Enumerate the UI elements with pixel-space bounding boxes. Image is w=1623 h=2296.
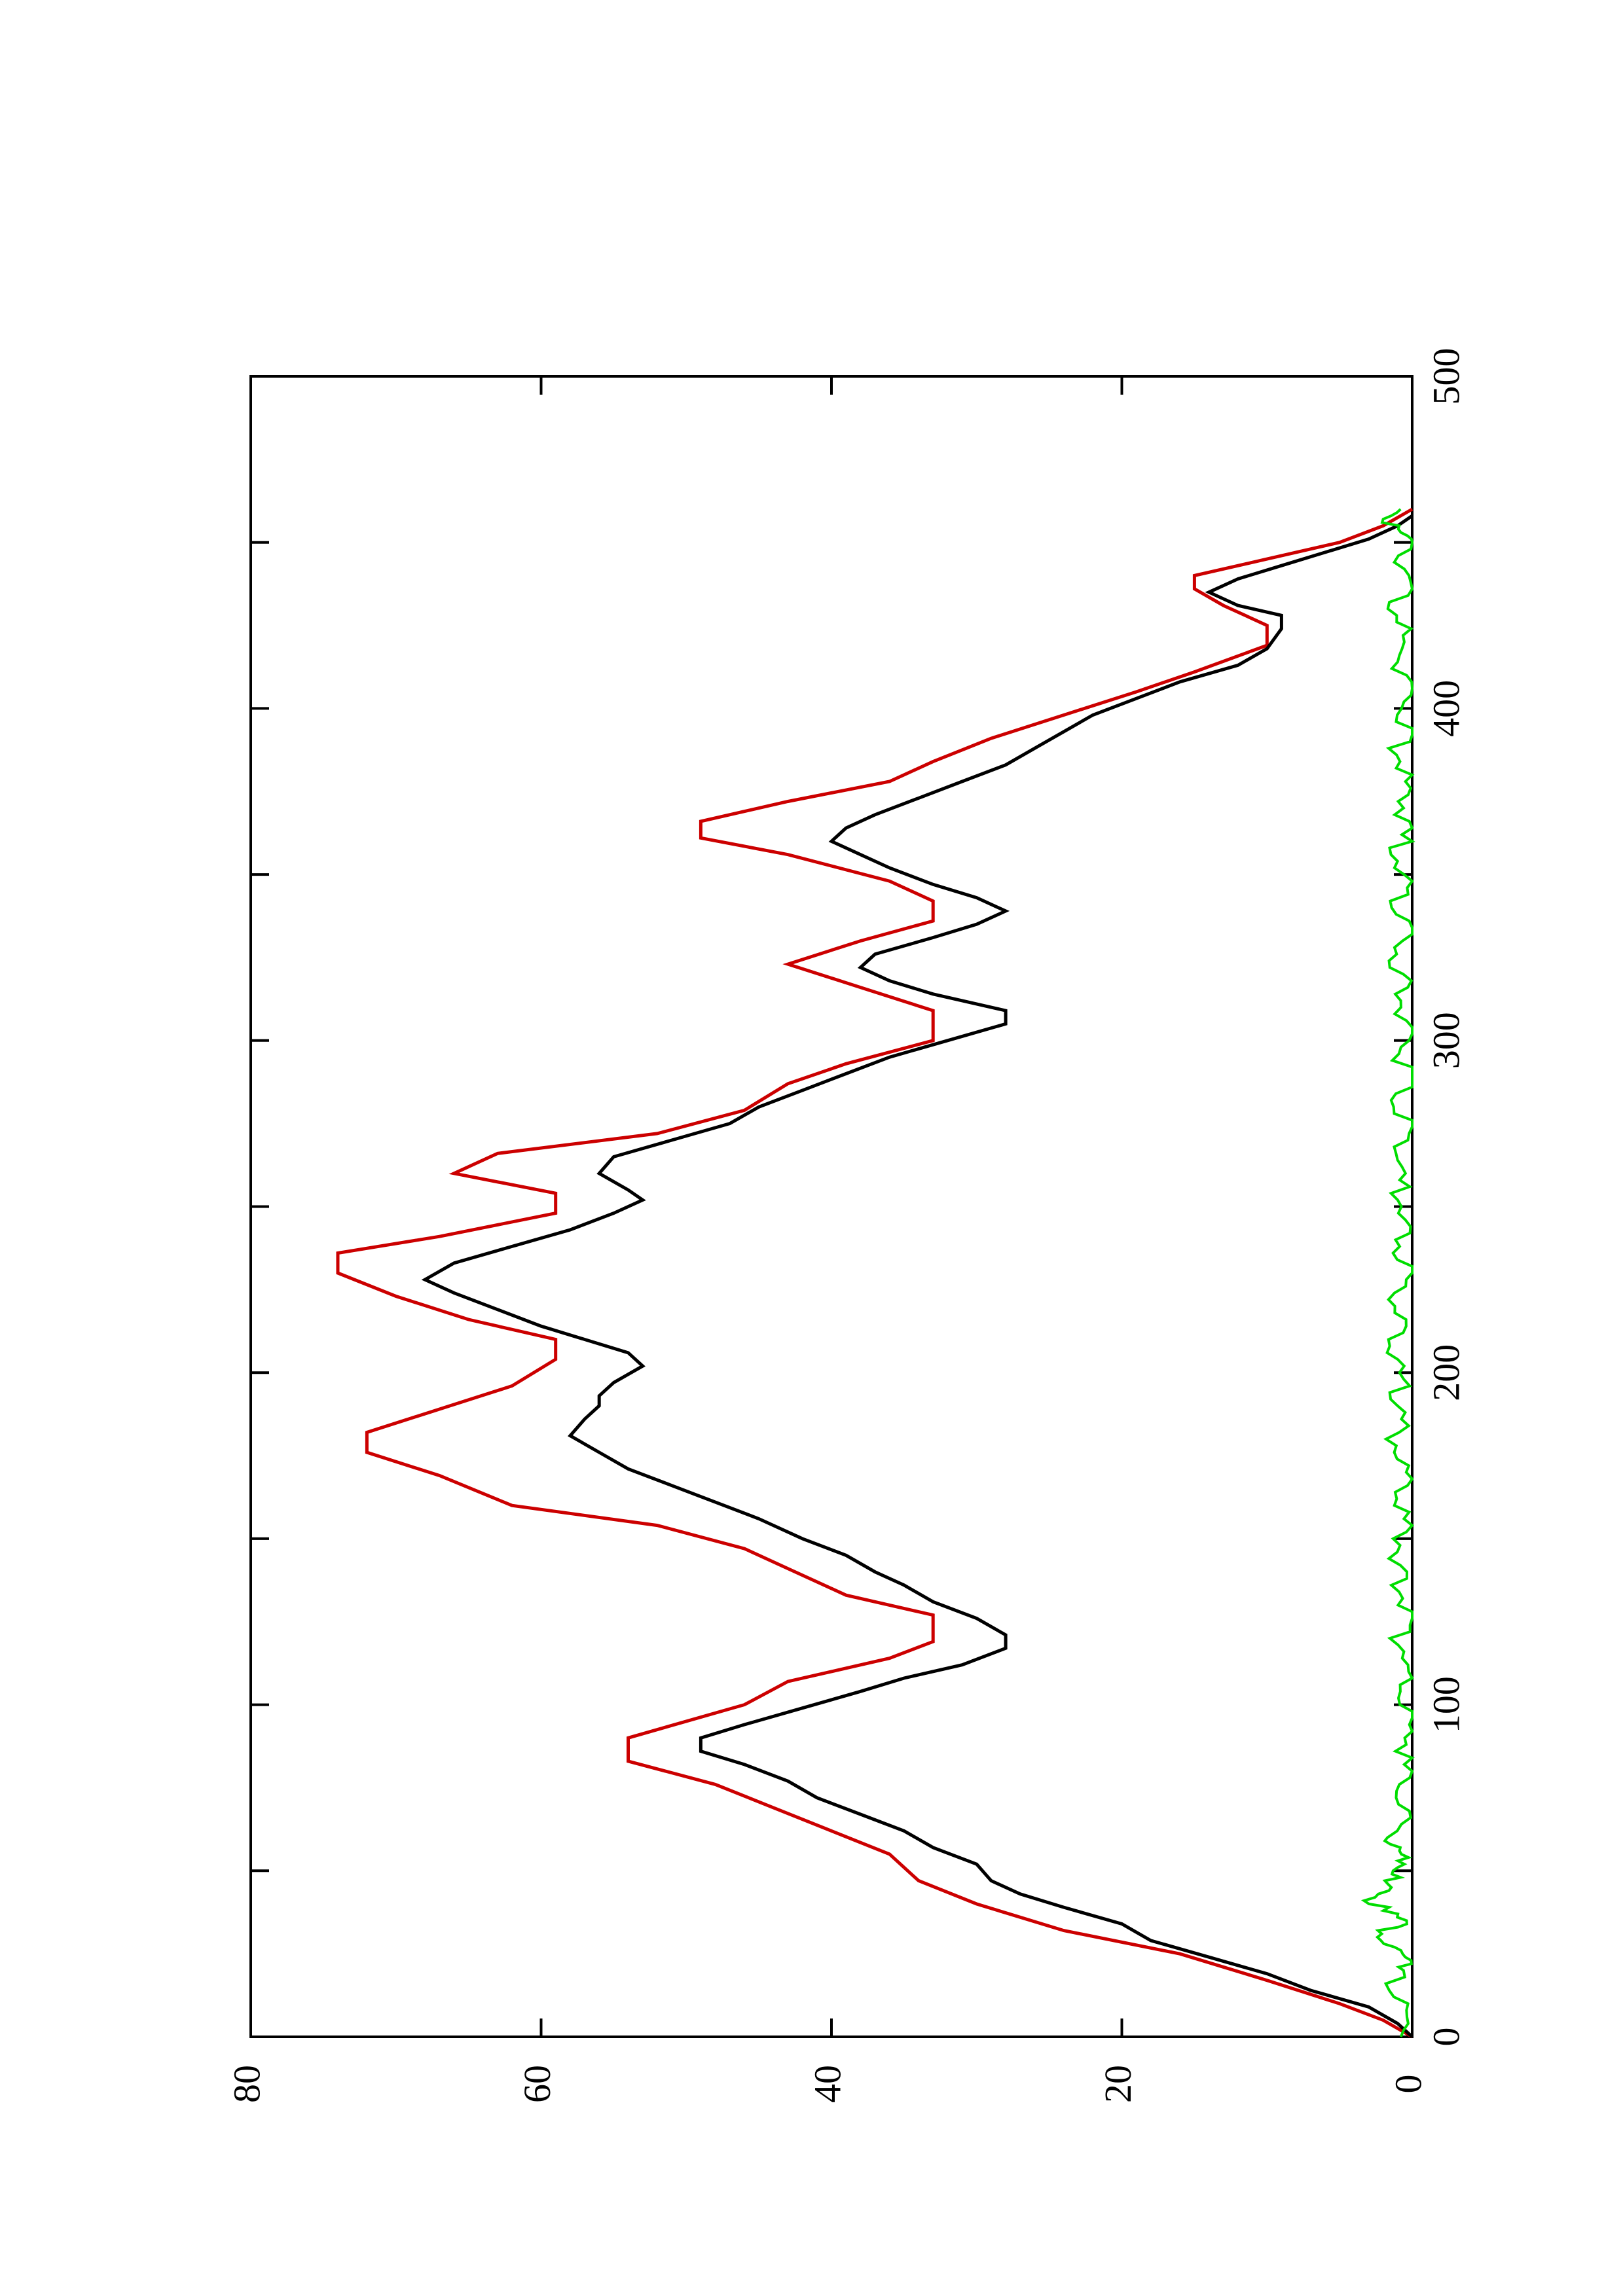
y-tick-label: 20 bbox=[1097, 2065, 1139, 2103]
plot-frame bbox=[249, 375, 1413, 2038]
tick-labels: 0 100 200 300 400 500 0 20 40 60 80 bbox=[225, 348, 1467, 2104]
y-tick-label: 60 bbox=[516, 2065, 558, 2103]
y-tick-label: 80 bbox=[225, 2065, 268, 2103]
data-series bbox=[336, 507, 1415, 2039]
x-tick-label: 100 bbox=[1425, 1676, 1467, 1733]
y-tick-label: 0 bbox=[1387, 2075, 1429, 2094]
series-line-3 bbox=[1360, 508, 1415, 2037]
axis-ticks bbox=[249, 375, 1413, 2038]
y-tick-label: 40 bbox=[806, 2065, 848, 2103]
series-line-1 bbox=[336, 507, 1413, 2039]
x-tick-label: 300 bbox=[1425, 1012, 1467, 1069]
series-line-2 bbox=[421, 514, 1413, 2038]
x-tick-label: 200 bbox=[1425, 1344, 1467, 1401]
x-tick-label: 0 bbox=[1425, 2028, 1467, 2047]
plot-border bbox=[249, 375, 1413, 2038]
x-tick-label: 500 bbox=[1425, 348, 1467, 405]
x-tick-label: 400 bbox=[1425, 680, 1467, 737]
